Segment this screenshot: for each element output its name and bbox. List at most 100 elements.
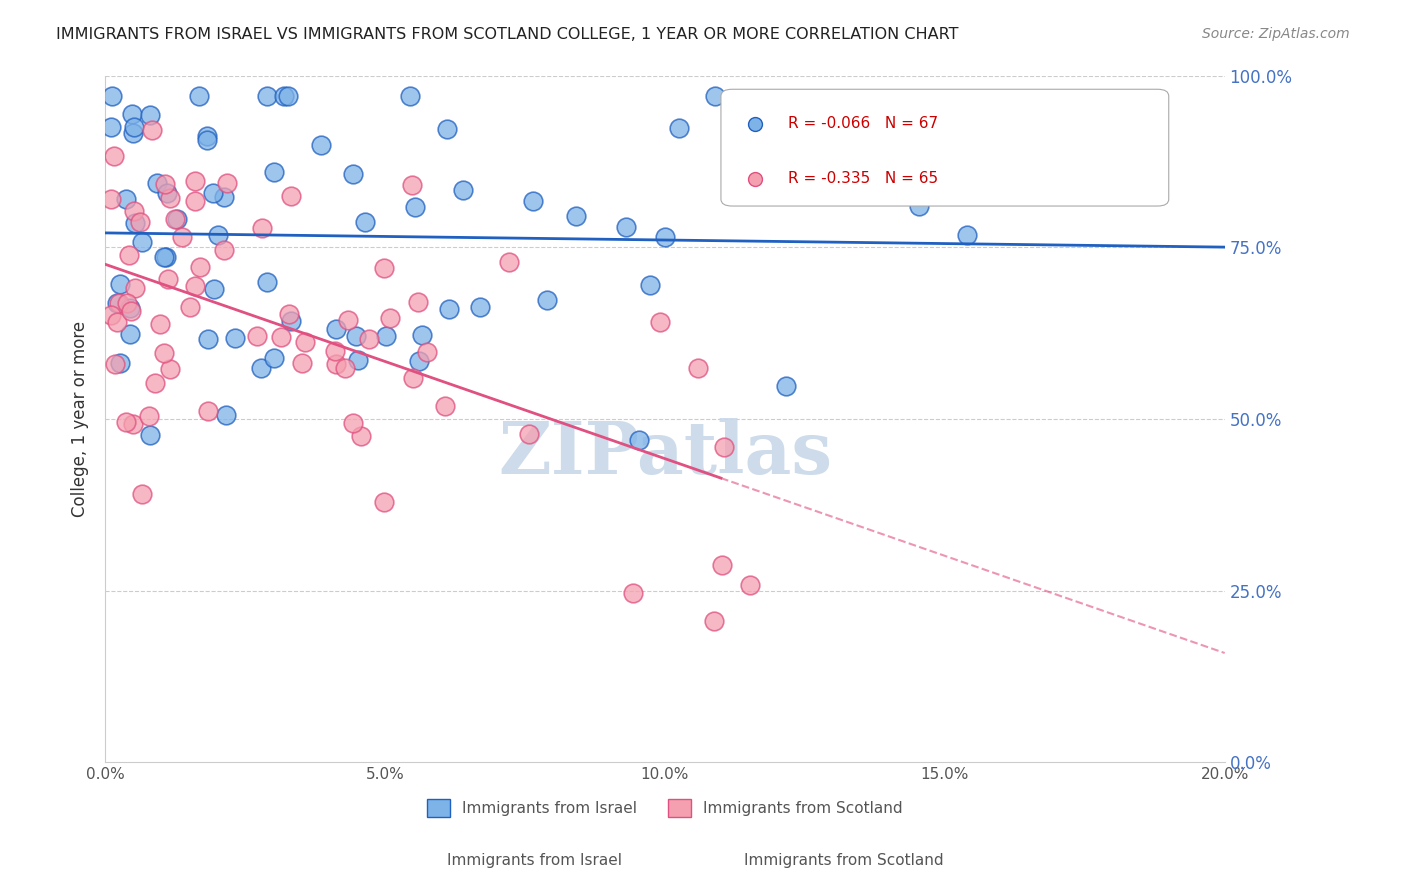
- Point: [263, 351, 285, 365]
- Point: [817, 159, 839, 173]
- Point: [215, 408, 238, 422]
- Point: [374, 329, 396, 343]
- Point: [342, 167, 364, 181]
- Point: [250, 361, 273, 376]
- Point: [404, 200, 426, 214]
- Point: [451, 184, 474, 198]
- Point: [654, 229, 676, 244]
- Point: [309, 137, 332, 152]
- Point: [270, 330, 292, 344]
- Point: [188, 260, 211, 275]
- Point: [107, 296, 129, 310]
- Point: [202, 186, 225, 200]
- Point: [204, 281, 226, 295]
- Point: [115, 192, 138, 206]
- Point: [517, 427, 540, 442]
- Point: [738, 578, 761, 592]
- Point: [115, 296, 138, 310]
- Text: Immigrants from Scotland: Immigrants from Scotland: [744, 854, 943, 868]
- Point: [104, 357, 127, 371]
- Point: [100, 308, 122, 322]
- Point: [153, 177, 176, 191]
- Point: [246, 328, 269, 343]
- Point: [124, 216, 146, 230]
- Point: [350, 429, 373, 443]
- Point: [128, 215, 150, 229]
- Point: [195, 133, 218, 147]
- Point: [468, 300, 491, 314]
- Point: [118, 247, 141, 261]
- Point: [157, 272, 180, 286]
- Point: [100, 192, 122, 206]
- Y-axis label: College, 1 year or more: College, 1 year or more: [72, 321, 89, 517]
- Point: [294, 335, 316, 350]
- Text: R = -0.066   N = 67: R = -0.066 N = 67: [789, 116, 938, 131]
- Point: [143, 376, 166, 391]
- Point: [263, 165, 285, 179]
- Point: [197, 332, 219, 346]
- Point: [252, 220, 274, 235]
- Point: [159, 191, 181, 205]
- Point: [184, 194, 207, 208]
- Point: [399, 89, 422, 103]
- Point: [256, 89, 278, 103]
- Point: [155, 250, 177, 264]
- Point: [159, 361, 181, 376]
- Point: [118, 326, 141, 341]
- Point: [498, 254, 520, 268]
- Legend: Immigrants from Israel, Immigrants from Scotland: Immigrants from Israel, Immigrants from …: [422, 793, 908, 823]
- Text: Source: ZipAtlas.com: Source: ZipAtlas.com: [1202, 27, 1350, 41]
- Point: [122, 126, 145, 140]
- Point: [115, 416, 138, 430]
- Text: Immigrants from Israel: Immigrants from Israel: [447, 854, 621, 868]
- Point: [402, 371, 425, 385]
- Point: [138, 409, 160, 423]
- Point: [536, 293, 558, 308]
- Point: [359, 332, 381, 346]
- Point: [703, 615, 725, 629]
- Point: [110, 277, 132, 291]
- Point: [347, 353, 370, 368]
- Point: [668, 121, 690, 136]
- Point: [411, 328, 433, 343]
- Point: [280, 189, 302, 203]
- Point: [131, 235, 153, 249]
- Point: [207, 227, 229, 242]
- Point: [108, 356, 131, 370]
- Point: [145, 176, 167, 190]
- Point: [278, 307, 301, 321]
- Point: [640, 278, 662, 293]
- Point: [325, 322, 347, 336]
- Point: [401, 178, 423, 193]
- Point: [121, 417, 143, 431]
- Point: [408, 354, 430, 368]
- Point: [139, 108, 162, 122]
- Text: ZIPatlas: ZIPatlas: [498, 417, 832, 489]
- Point: [775, 379, 797, 393]
- Point: [156, 186, 179, 200]
- Point: [141, 123, 163, 137]
- Point: [256, 275, 278, 289]
- Point: [139, 427, 162, 442]
- Point: [184, 174, 207, 188]
- Text: R = -0.335   N = 65: R = -0.335 N = 65: [789, 171, 938, 186]
- Point: [333, 361, 356, 376]
- Point: [747, 159, 769, 173]
- Point: [153, 346, 176, 360]
- Point: [273, 89, 295, 103]
- Point: [325, 357, 347, 371]
- Point: [107, 296, 129, 310]
- Point: [124, 280, 146, 294]
- Point: [436, 122, 458, 136]
- Point: [373, 260, 395, 275]
- Point: [956, 228, 979, 243]
- Point: [224, 330, 246, 344]
- Point: [100, 120, 122, 135]
- Point: [122, 203, 145, 218]
- Point: [121, 107, 143, 121]
- Point: [195, 128, 218, 143]
- Point: [166, 212, 188, 227]
- Point: [165, 212, 187, 227]
- Point: [101, 89, 124, 103]
- Point: [378, 310, 401, 325]
